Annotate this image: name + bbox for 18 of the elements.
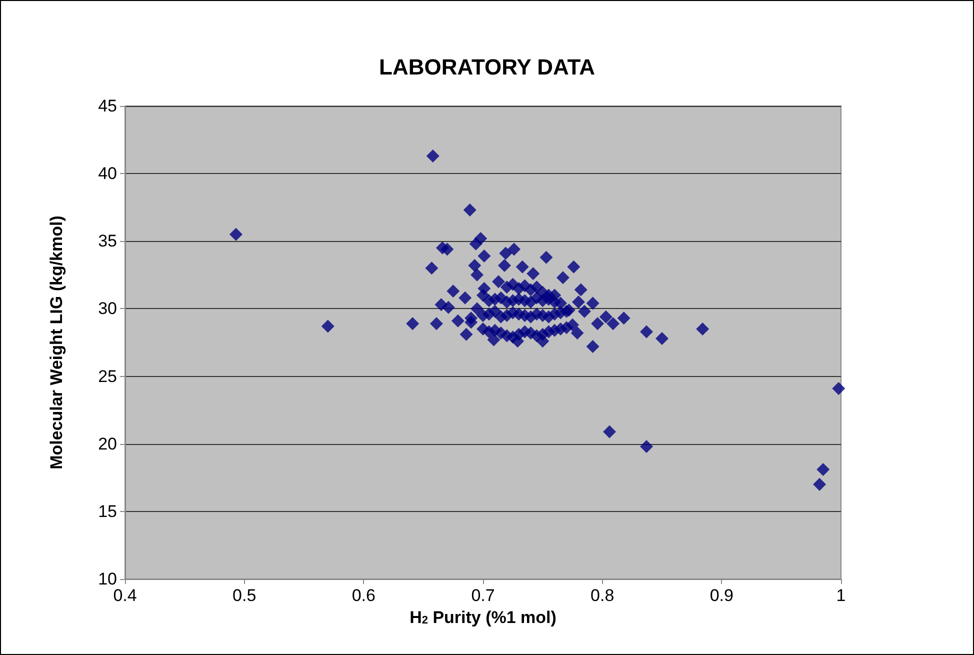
y-tick-label: 10: [98, 570, 117, 588]
chart-title: LABORATORY DATA: [379, 54, 596, 80]
y-tick-label: 15: [98, 502, 117, 521]
y-axis-title: Molecular Weight LIG (kg/kmol): [47, 216, 66, 470]
x-tick-label: 0.4: [113, 586, 137, 605]
x-tick-label: 0.6: [352, 586, 376, 605]
x-tick-label: 0.5: [232, 586, 256, 605]
x-tick-label: 0.8: [590, 586, 614, 605]
y-tick-label: 25: [98, 366, 117, 386]
y-tick-label: 20: [98, 434, 117, 454]
y-tick-label: 35: [98, 232, 117, 251]
x-tick-label: 1: [836, 586, 846, 605]
y-tick-label: 45: [98, 96, 117, 116]
y-tick-label: 30: [98, 299, 117, 318]
y-tick-label: 40: [98, 164, 117, 184]
x-tick-label: 0.9: [710, 586, 734, 605]
x-tick-label: 0.7: [471, 586, 495, 605]
x-axis-title: H2 Purity (%1 mol): [410, 608, 556, 627]
